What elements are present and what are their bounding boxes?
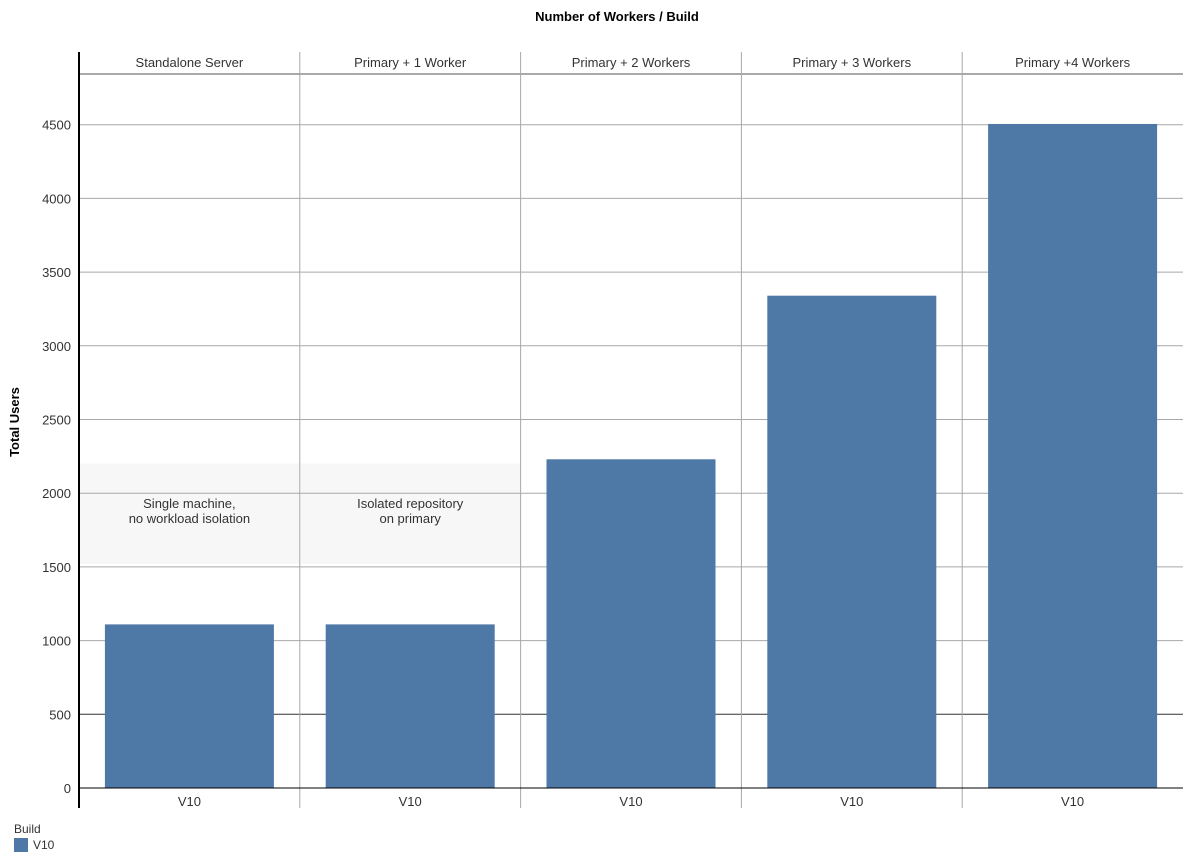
x-tick-label: V10	[399, 794, 422, 809]
y-tick-label: 500	[49, 707, 71, 722]
x-tick-label: V10	[178, 794, 201, 809]
bar	[325, 624, 495, 788]
annotation-text: on primary	[379, 511, 441, 526]
y-tick-label: 3500	[42, 265, 71, 280]
annotation-text: Isolated repository	[357, 496, 464, 511]
y-tick-label: 1000	[42, 634, 71, 649]
y-tick-label: 0	[64, 781, 71, 796]
x-tick-label: V10	[619, 794, 642, 809]
bar	[546, 459, 716, 788]
x-tick-label: V10	[1061, 794, 1084, 809]
bar	[104, 624, 274, 788]
legend-swatch	[14, 838, 28, 852]
y-tick-label: 2000	[42, 486, 71, 501]
annotation-text: Single machine,	[143, 496, 236, 511]
y-axis-label: Total Users	[7, 387, 22, 457]
column-header: Standalone Server	[136, 55, 244, 70]
column-header: Primary + 2 Workers	[572, 55, 691, 70]
y-tick-label: 4000	[42, 191, 71, 206]
legend-label: V10	[33, 838, 55, 852]
column-header: Primary + 1 Worker	[354, 55, 467, 70]
y-tick-label: 2500	[42, 413, 71, 428]
annotation-band	[80, 463, 300, 564]
plot-area: 0 500 1000 1500 2000 2500 3000 3500 4000 4500 Sing…	[42, 52, 1183, 809]
chart-title: Number of Workers / Build	[535, 9, 699, 24]
bar	[988, 123, 1158, 788]
legend-item[interactable]: V10	[14, 838, 54, 852]
y-tick-label: 1500	[42, 560, 71, 575]
legend-title: Build	[14, 822, 41, 836]
column-header: Primary + 3 Workers	[793, 55, 912, 70]
column-header: Primary +4 Workers	[1015, 55, 1130, 70]
y-tick-label: 4500	[42, 118, 71, 133]
legend: Build V10	[14, 822, 54, 852]
y-tick-label: 3000	[42, 339, 71, 354]
annotation-text: no workload isolation	[129, 511, 250, 526]
x-tick-label: V10	[840, 794, 863, 809]
bar	[767, 295, 937, 788]
annotation-band	[300, 463, 521, 564]
